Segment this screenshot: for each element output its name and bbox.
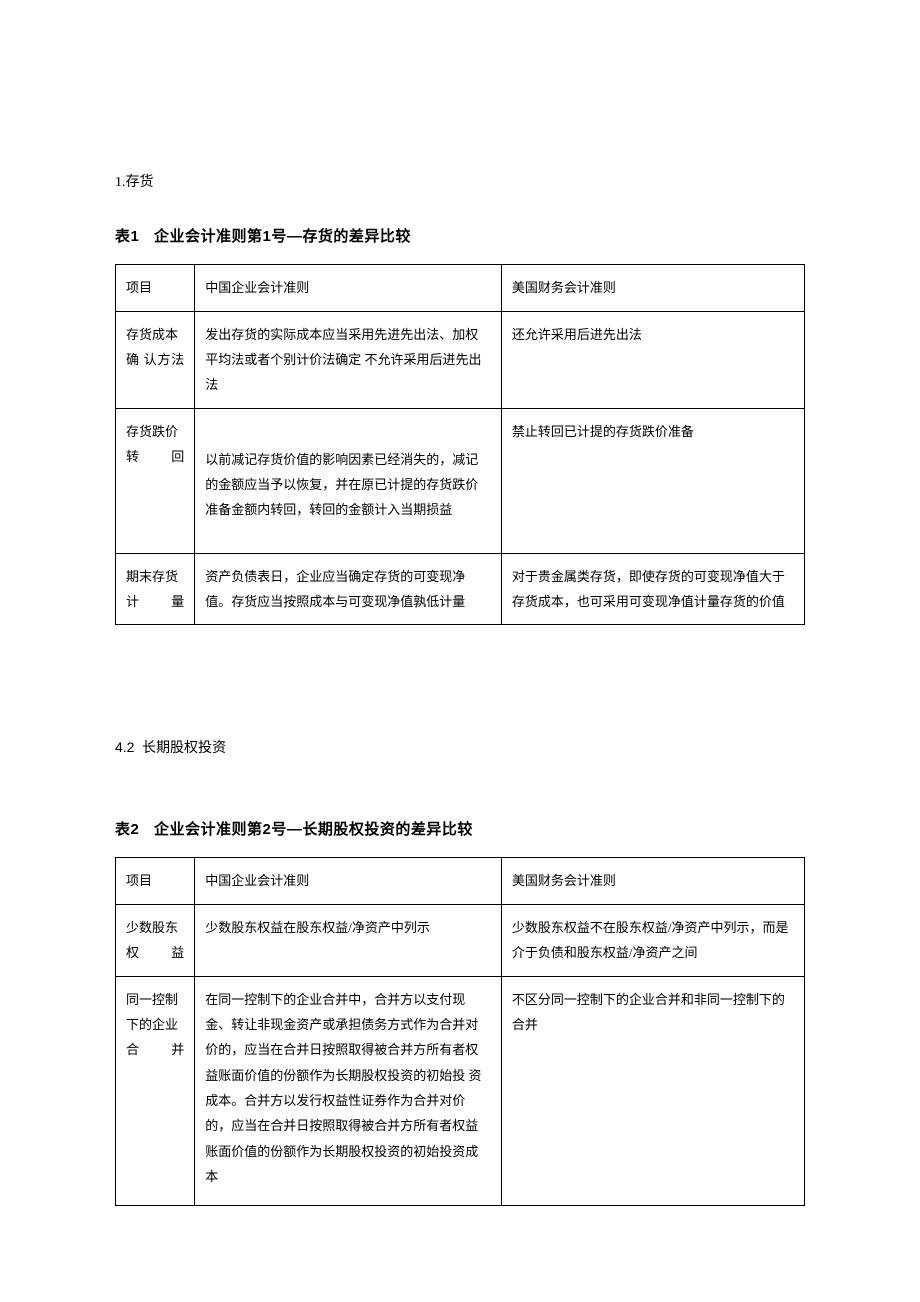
cell-china: 在同一控制下的企业合并中，合并方以支付现金、转让非现金资产或承担债务方式作为合并… bbox=[195, 976, 502, 1206]
cell-usa: 还允许采用后进先出法 bbox=[501, 311, 804, 408]
table-2-caption: 企业会计准则第2号—长期股权投资的差异比较 bbox=[154, 821, 473, 838]
table-row: 同一控制下的企业合并 在同一控制下的企业合并中，合并方以支付现金、转让非现金资产… bbox=[116, 976, 805, 1206]
table-row: 项目 中国企业会计准则 美国财务会计准则 bbox=[116, 265, 805, 311]
table-1: 项目 中国企业会计准则 美国财务会计准则 存货成本确 认方法 发出存货的实际成本… bbox=[115, 264, 805, 625]
table-1-caption: 企业会计准则第1号—存货的差异比较 bbox=[154, 228, 411, 245]
cell-usa: 禁止转回已计提的存货跌价准备 bbox=[501, 408, 804, 553]
col-header-usa: 美国财务会计准则 bbox=[501, 265, 804, 311]
table-row: 存货成本确 认方法 发出存货的实际成本应当采用先进先出法、加权平均法或者个别计价… bbox=[116, 311, 805, 408]
cell-item: 存货跌价转 回 bbox=[116, 408, 195, 553]
cell-china: 少数股东权益在股东权益/净资产中列示 bbox=[195, 904, 502, 976]
cell-item: 存货成本确 认方法 bbox=[116, 311, 195, 408]
table-row: 存货跌价转 回 以前减记存货价值的影响因素已经消失的，减记的金额应当予以恢复，并… bbox=[116, 408, 805, 553]
table-row: 项目 中国企业会计准则 美国财务会计准则 bbox=[116, 858, 805, 904]
col-header-usa: 美国财务会计准则 bbox=[501, 858, 804, 904]
cell-usa: 不区分同一控制下的企业合并和非同一控制下的合并 bbox=[501, 976, 804, 1206]
col-header-item: 项目 bbox=[116, 265, 195, 311]
cell-china: 资产负债表日，企业应当确定存货的可变现净值。存货应当按照成本与可变现净值孰低计量 bbox=[195, 553, 502, 625]
table-2-number: 表2 bbox=[115, 821, 139, 838]
section-2-title: 长期股权投资 bbox=[142, 741, 226, 756]
cell-usa: 少数股东权益不在股东权益/净资产中列示，而是介于负债和股东权益/净资产之间 bbox=[501, 904, 804, 976]
table-1-number: 表1 bbox=[115, 228, 139, 245]
section-2-header: 4.2 长期股权投资 bbox=[115, 735, 805, 761]
col-header-item: 项目 bbox=[116, 858, 195, 904]
table-1-title: 表1 企业会计准则第1号—存货的差异比较 bbox=[115, 223, 805, 250]
cell-item: 同一控制下的企业合并 bbox=[116, 976, 195, 1206]
table-row: 少数股东权益 少数股东权益在股东权益/净资产中列示 少数股东权益不在股东权益/净… bbox=[116, 904, 805, 976]
cell-china: 发出存货的实际成本应当采用先进先出法、加权平均法或者个别计价法确定 不允许采用后… bbox=[195, 311, 502, 408]
col-header-china: 中国企业会计准则 bbox=[195, 265, 502, 311]
section-2-number: 4.2 bbox=[115, 739, 134, 755]
col-header-china: 中国企业会计准则 bbox=[195, 858, 502, 904]
table-2-title: 表2 企业会计准则第2号—长期股权投资的差异比较 bbox=[115, 816, 805, 843]
cell-item: 期末存货计量 bbox=[116, 553, 195, 625]
section-1-header: 1.存货 bbox=[115, 170, 805, 195]
cell-china: 以前减记存货价值的影响因素已经消失的，减记的金额应当予以恢复，并在原已计提的存货… bbox=[195, 408, 502, 553]
cell-item: 少数股东权益 bbox=[116, 904, 195, 976]
cell-usa: 对于贵金属类存货，即使存货的可变现净值大于存货成本，也可采用可变现净值计量存货的… bbox=[501, 553, 804, 625]
table-2: 项目 中国企业会计准则 美国财务会计准则 少数股东权益 少数股东权益在股东权益/… bbox=[115, 857, 805, 1206]
document-page: 1.存货 表1 企业会计准则第1号—存货的差异比较 项目 中国企业会计准则 美国… bbox=[0, 0, 920, 1266]
table-row: 期末存货计量 资产负债表日，企业应当确定存货的可变现净值。存货应当按照成本与可变… bbox=[116, 553, 805, 625]
